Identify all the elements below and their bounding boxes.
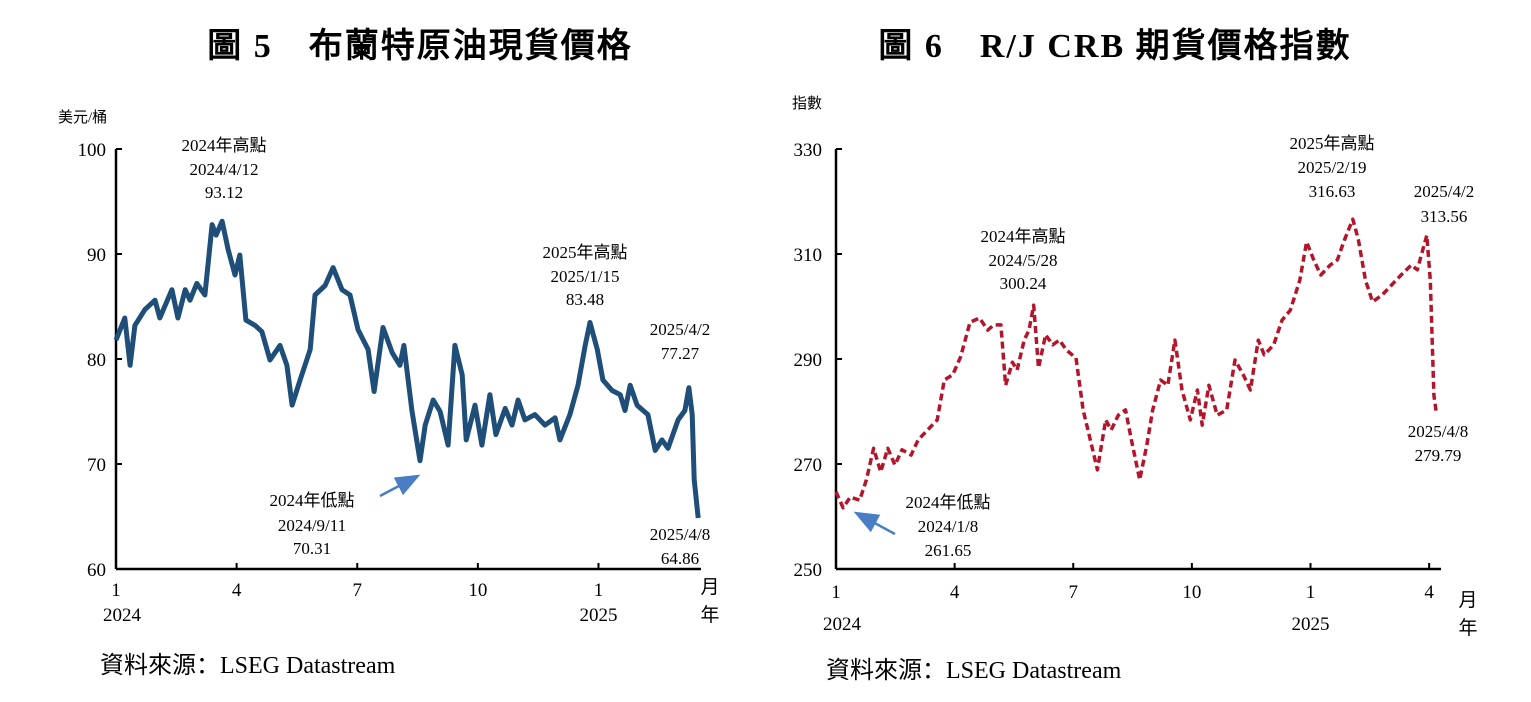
arrow-icon xyxy=(853,511,896,536)
annotation-2024-low: 2024年低點 2024/9/11 70.31 xyxy=(270,491,355,558)
svg-text:261.65: 261.65 xyxy=(925,541,972,560)
y-tick-label: 90 xyxy=(87,245,106,266)
svg-text:279.79: 279.79 xyxy=(1415,446,1462,465)
arrow-icon xyxy=(379,474,421,498)
svg-text:2025/4/2: 2025/4/2 xyxy=(650,320,710,339)
x-axis-month-label: 月 xyxy=(700,577,719,598)
svg-text:2025年高點: 2025年高點 xyxy=(1290,134,1375,153)
y-tick-label: 330 xyxy=(794,140,823,161)
svg-text:300.24: 300.24 xyxy=(1000,274,1047,293)
x-year-label: 2025 xyxy=(1292,614,1330,635)
y-tick-label: 70 xyxy=(87,455,106,476)
x-tick-label: 1 xyxy=(111,580,121,601)
annotation-2025-apr-2: 2025/4/2 313.56 xyxy=(1414,182,1474,226)
x-tick-label: 1 xyxy=(831,582,841,603)
x-year-label: 2024 xyxy=(823,614,862,635)
source-note-brent: 資料來源：LSEG Datastream xyxy=(100,653,396,679)
x-tick-label: 4 xyxy=(1424,582,1434,603)
x-axis-year-label: 年 xyxy=(700,604,719,626)
svg-text:70.31: 70.31 xyxy=(293,539,331,558)
svg-text:2024/1/8: 2024/1/8 xyxy=(918,517,978,536)
svg-text:2025/4/8: 2025/4/8 xyxy=(1408,422,1468,441)
x-tick-label: 4 xyxy=(232,580,242,601)
annotation-2025-apr-8: 2025/4/8 64.86 xyxy=(650,525,710,568)
svg-text:2024/9/11: 2024/9/11 xyxy=(278,516,346,535)
svg-text:2025/1/15: 2025/1/15 xyxy=(551,267,620,286)
x-axis-month-label: 月 xyxy=(1458,590,1477,611)
annotation-2025-apr-2: 2025/4/2 77.27 xyxy=(650,320,710,363)
x-tick-label: 7 xyxy=(1069,582,1079,603)
svg-text:2024/4/12: 2024/4/12 xyxy=(190,160,259,179)
svg-text:2024年高點: 2024年高點 xyxy=(182,136,267,155)
annotation-2025-high: 2025年高點 2025/1/15 83.48 xyxy=(543,243,628,309)
y-tick-label: 80 xyxy=(87,350,106,371)
x-tick-label: 1 xyxy=(1306,582,1316,603)
y-tick-label: 60 xyxy=(87,560,106,581)
svg-text:2024年低點: 2024年低點 xyxy=(906,493,991,512)
y-tick-label: 250 xyxy=(794,560,823,581)
y-tick-label: 270 xyxy=(794,455,823,476)
annotation-2025-high: 2025年高點 2025/2/19 316.63 xyxy=(1290,134,1375,201)
svg-text:2024年低點: 2024年低點 xyxy=(270,491,355,510)
svg-text:2025/2/19: 2025/2/19 xyxy=(1298,158,1367,177)
svg-text:83.48: 83.48 xyxy=(566,290,604,309)
y-tick-label: 290 xyxy=(794,350,823,371)
annotation-2024-low: 2024年低點 2024/1/8 261.65 xyxy=(906,493,991,560)
x-year-label: 2025 xyxy=(579,605,617,626)
svg-text:77.27: 77.27 xyxy=(661,344,700,363)
crb-chart: 指數 330 310 290 270 250 1 4 7 10 1 4 2024 2025 2024年高… xyxy=(792,95,1478,639)
x-tick-label: 7 xyxy=(352,580,362,601)
y-axis-unit-label: 指數 xyxy=(792,95,822,112)
svg-text:93.12: 93.12 xyxy=(205,183,243,202)
y-axis-unit-label: 美元/桶 xyxy=(58,109,107,126)
y-tick-label: 100 xyxy=(78,140,107,161)
brent-price-line xyxy=(113,218,701,519)
chart-title-brent: 圖 5 布蘭特原油現貨價格 xyxy=(207,28,633,65)
annotation-2024-high: 2024年高點 2024/4/12 93.12 xyxy=(182,136,267,202)
x-year-label: 2024 xyxy=(103,605,142,626)
chart-title-crb: 圖 6 R/J CRB 期貨價格指數 xyxy=(878,28,1352,65)
svg-text:64.86: 64.86 xyxy=(661,549,699,568)
x-tick-label: 10 xyxy=(468,580,487,601)
x-tick-label: 1 xyxy=(594,580,604,601)
crb-index-line xyxy=(834,217,1439,510)
svg-text:313.56: 313.56 xyxy=(1421,207,1468,226)
x-axis-year-label: 年 xyxy=(1458,617,1477,639)
svg-text:2025/4/8: 2025/4/8 xyxy=(650,525,710,544)
svg-text:2025年高點: 2025年高點 xyxy=(543,243,628,262)
svg-text:2024/5/28: 2024/5/28 xyxy=(989,251,1058,270)
y-tick-label: 310 xyxy=(794,245,823,266)
annotation-2024-high: 2024年高點 2024/5/28 300.24 xyxy=(981,227,1066,293)
x-tick-label: 4 xyxy=(950,582,960,603)
svg-text:316.63: 316.63 xyxy=(1309,182,1356,201)
x-tick-label: 10 xyxy=(1182,582,1201,603)
annotation-2025-apr-8: 2025/4/8 279.79 xyxy=(1408,422,1468,465)
svg-text:2024年高點: 2024年高點 xyxy=(981,227,1066,246)
svg-text:2025/4/2: 2025/4/2 xyxy=(1414,182,1474,201)
source-note-crb: 資料來源：LSEG Datastream xyxy=(826,658,1122,684)
